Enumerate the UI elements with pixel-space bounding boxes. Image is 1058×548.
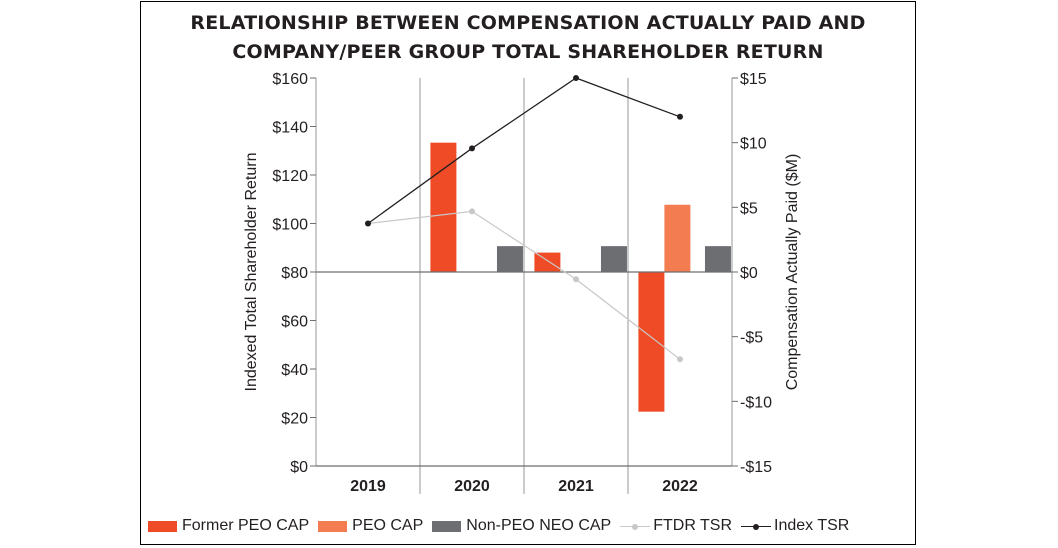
y-left-tick-label: $160 bbox=[272, 71, 308, 88]
legend-swatch-former-peo-cap bbox=[148, 520, 177, 532]
bar-non-peo-neo-cap-2021 bbox=[600, 246, 627, 272]
legend-item-non-peo-neo-cap: Non-PEO NEO CAP bbox=[432, 517, 611, 535]
y-left-tick-label: $120 bbox=[272, 168, 308, 185]
y-right-tick-label: -$10 bbox=[740, 394, 772, 411]
y-axis-right-title: Compensation Actually Paid ($M) bbox=[784, 154, 801, 391]
point-index-tsr-2022 bbox=[677, 113, 683, 120]
point-index-tsr-2020 bbox=[469, 145, 475, 152]
point-ftdr-tsr-2021 bbox=[573, 276, 579, 283]
point-index-tsr-2021 bbox=[573, 75, 579, 81]
bar-non-peo-neo-cap-2022 bbox=[704, 246, 731, 272]
bar-non-peo-neo-cap-2020 bbox=[496, 246, 523, 272]
y-left-tick-label: $80 bbox=[281, 265, 308, 282]
y-left-tick-label: $100 bbox=[272, 217, 308, 234]
y-right-tick-label: -$15 bbox=[740, 459, 772, 476]
y-right-tick-label: $15 bbox=[740, 71, 767, 88]
point-index-tsr-2019 bbox=[365, 220, 371, 227]
y-left-tick-label: $40 bbox=[281, 362, 308, 379]
y-left-tick-label: $60 bbox=[281, 314, 308, 331]
legend-item-former-peo-cap: Former PEO CAP bbox=[148, 517, 309, 535]
legend-item-ftdr-tsr: FTDR TSR bbox=[620, 517, 732, 535]
legend-swatch-non-peo-neo-cap bbox=[432, 520, 462, 532]
y-axis-left-title: Indexed Total Shareholder Return bbox=[243, 153, 260, 392]
point-ftdr-tsr-2022 bbox=[677, 356, 683, 363]
chart-title-line-2: COMPANY/PEER GROUP TOTAL SHAREHOLDER RET… bbox=[232, 41, 824, 63]
x-tick-label-2022: 2022 bbox=[662, 478, 698, 495]
line-index-tsr bbox=[367, 77, 681, 225]
line-ftdr-tsr bbox=[367, 210, 681, 360]
x-tick-label-2021: 2021 bbox=[558, 478, 594, 495]
x-tick-label-2019: 2019 bbox=[350, 478, 386, 495]
x-tick-label-2020: 2020 bbox=[454, 478, 490, 495]
point-ftdr-tsr-2020 bbox=[469, 208, 475, 215]
y-left-tick-label: $20 bbox=[281, 411, 308, 428]
chart-title-line-1: RELATIONSHIP BETWEEN COMPENSATION ACTUAL… bbox=[190, 12, 866, 34]
legend-item-index-tsr: Index TSR bbox=[741, 517, 849, 535]
bar-former-peo-cap-2022 bbox=[638, 272, 665, 412]
legend: Former PEO CAP PEO CAP Non-PEO NEO CAP F… bbox=[148, 517, 858, 535]
bar-former-peo-cap-2021 bbox=[534, 252, 561, 272]
legend-item-peo-cap: PEO CAP bbox=[318, 517, 423, 535]
y-right-tick-label: $0 bbox=[740, 265, 758, 282]
y-right-tick-label: -$5 bbox=[740, 330, 763, 347]
legend-swatch-ftdr-tsr bbox=[620, 521, 651, 532]
y-right-tick-label: $10 bbox=[740, 136, 767, 153]
y-right-tick-label: $5 bbox=[740, 200, 758, 217]
y-left-tick-label: $140 bbox=[272, 120, 308, 137]
legend-swatch-index-tsr bbox=[741, 521, 772, 532]
chart-frame bbox=[140, 1, 916, 545]
legend-swatch-peo-cap bbox=[318, 520, 348, 532]
legend-label-peo-cap: PEO CAP bbox=[352, 517, 424, 534]
legend-label-former-peo-cap: Former PEO CAP bbox=[182, 517, 310, 534]
bar-peo-cap-2022 bbox=[664, 204, 691, 272]
legend-label-non-peo-neo-cap: Non-PEO NEO CAP bbox=[466, 517, 612, 534]
legend-label-index-tsr: Index TSR bbox=[774, 517, 850, 534]
legend-label-ftdr-tsr: FTDR TSR bbox=[653, 517, 733, 534]
bar-former-peo-cap-2020 bbox=[430, 142, 457, 272]
y-left-tick-label: $0 bbox=[290, 459, 308, 476]
